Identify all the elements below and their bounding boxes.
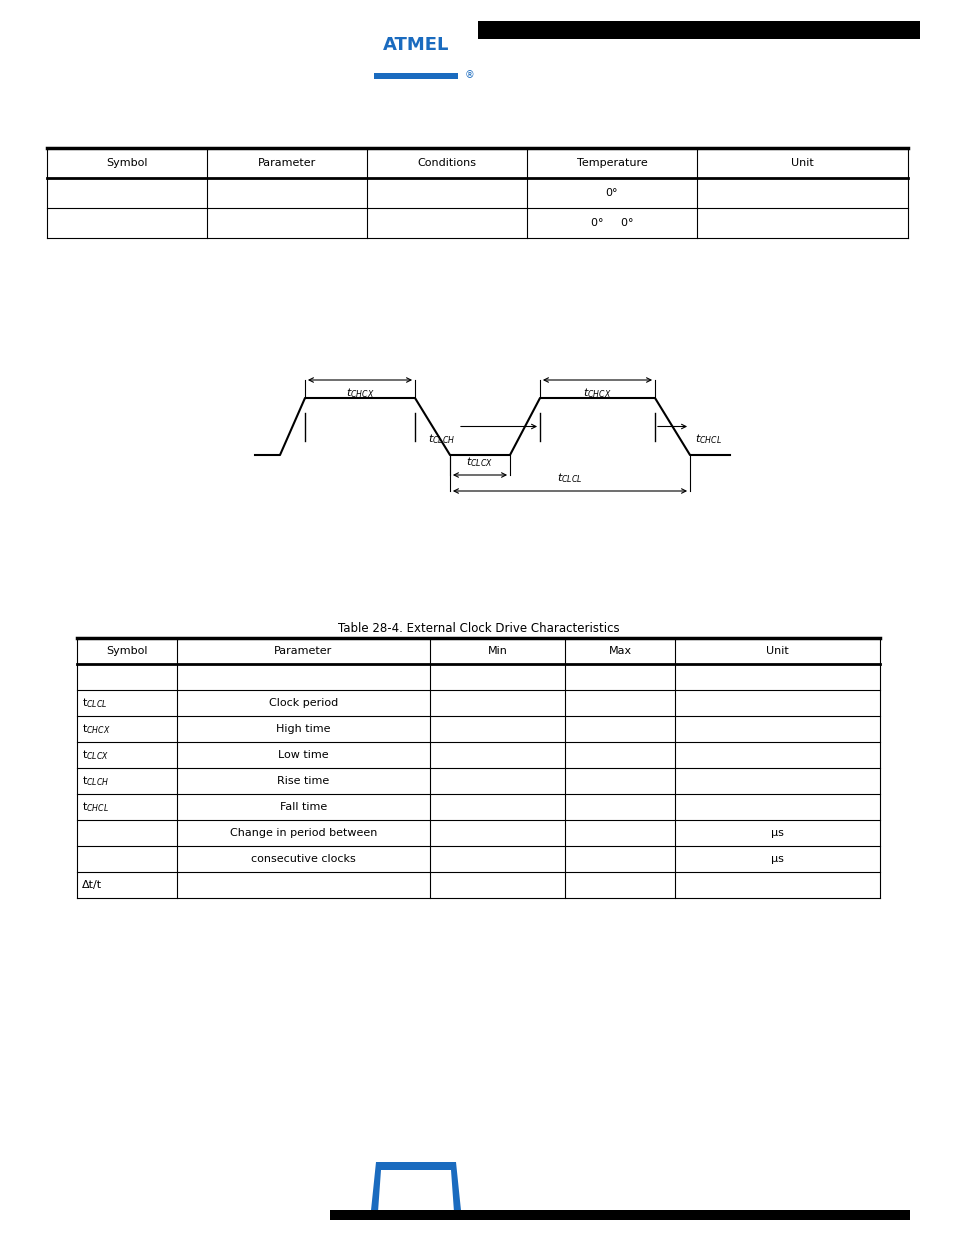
Text: Change in period between: Change in period between	[230, 827, 376, 839]
Text: Unit: Unit	[765, 646, 788, 656]
Bar	[330, 1210, 909, 1220]
Text: Fall time: Fall time	[279, 802, 327, 811]
Text: Symbol: Symbol	[106, 158, 148, 168]
Text: Symbol: Symbol	[106, 646, 148, 656]
Text: Unit: Unit	[790, 158, 813, 168]
Text: Temperature: Temperature	[576, 158, 647, 168]
Text: Table 28-4. External Clock Drive Characteristics: Table 28-4. External Clock Drive Charact…	[337, 621, 618, 635]
Text: t$_{CHCL}$: t$_{CHCL}$	[82, 800, 109, 814]
Text: Δt/t: Δt/t	[82, 881, 102, 890]
Text: t$_{CLCL}$: t$_{CLCL}$	[82, 697, 108, 710]
Text: Conditions: Conditions	[417, 158, 476, 168]
Text: 0°: 0°	[605, 188, 618, 198]
Text: t$_{CHCX}$: t$_{CHCX}$	[582, 387, 611, 400]
Text: t$_{CHCX}$: t$_{CHCX}$	[82, 722, 111, 736]
Text: High time: High time	[276, 724, 331, 734]
Text: μs: μs	[770, 853, 783, 864]
Text: t$_{CHCX}$: t$_{CHCX}$	[345, 387, 374, 400]
Text: t$_{CLCH}$: t$_{CLCH}$	[427, 432, 455, 446]
Text: Max: Max	[608, 646, 631, 656]
Text: Rise time: Rise time	[277, 776, 330, 785]
Text: t$_{CLCX}$: t$_{CLCX}$	[82, 748, 109, 762]
Text: Parameter: Parameter	[274, 646, 333, 656]
Polygon shape	[370, 1162, 461, 1220]
Text: Min: Min	[487, 646, 507, 656]
Polygon shape	[377, 1170, 454, 1212]
Text: consecutive clocks: consecutive clocks	[251, 853, 355, 864]
Text: 0°     0°: 0° 0°	[590, 219, 633, 228]
Text: ATMEL: ATMEL	[382, 36, 449, 54]
Text: μs: μs	[770, 827, 783, 839]
Text: t$_{CLCX}$: t$_{CLCX}$	[466, 456, 493, 469]
Text: ®: ®	[464, 70, 475, 80]
Bar	[477, 21, 919, 40]
Text: t$_{CHCL}$: t$_{CHCL}$	[695, 432, 721, 446]
Text: Parameter: Parameter	[257, 158, 315, 168]
Text: Low time: Low time	[278, 750, 329, 760]
Text: Clock period: Clock period	[269, 698, 337, 708]
Bar	[374, 73, 457, 79]
Text: t$_{CLCH}$: t$_{CLCH}$	[82, 774, 110, 788]
Text: t$_{CLCL}$: t$_{CLCL}$	[557, 471, 582, 485]
